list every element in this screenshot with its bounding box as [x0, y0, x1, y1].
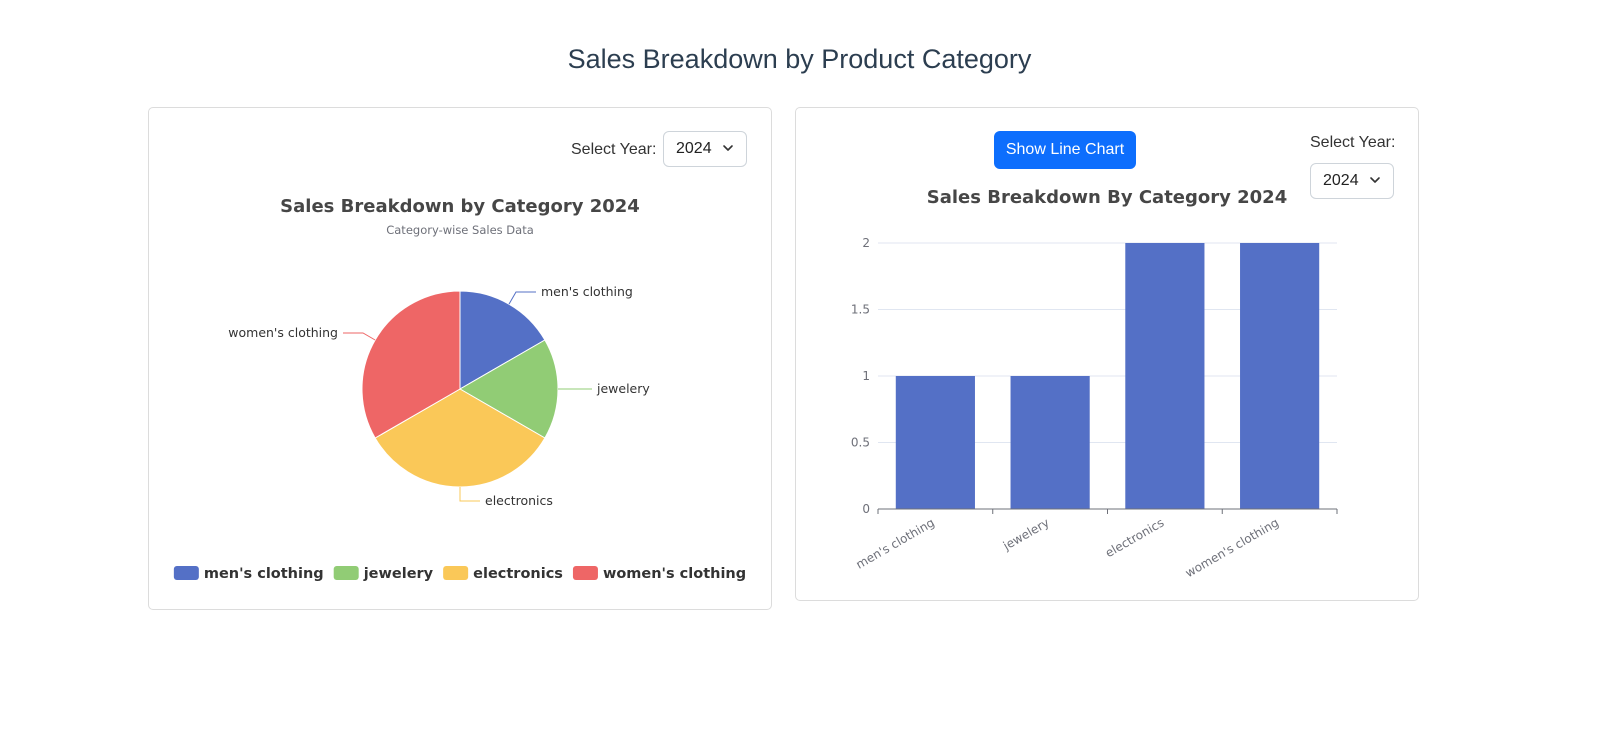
- pie-slice-label: jewelery: [596, 381, 650, 396]
- pie-slice-label: electronics: [485, 493, 553, 508]
- bar-women-s-clothing[interactable]: [1240, 243, 1320, 509]
- x-tick-label: jewelery: [1000, 515, 1052, 553]
- legend-swatch: [572, 566, 598, 580]
- pie-label-line: [459, 487, 480, 502]
- pie-slice-label: women's clothing: [228, 325, 338, 340]
- y-tick-label: 0: [862, 502, 870, 516]
- pie-slice-label: men's clothing: [541, 284, 633, 299]
- legend-swatch: [443, 566, 469, 580]
- bar-chart: Sales Breakdown By Category 2024 0 0.5 1 1.…: [851, 187, 1338, 580]
- legend-swatch: [333, 566, 359, 580]
- pie-label-line: [343, 332, 376, 341]
- year-select[interactable]: 2024: [663, 131, 747, 167]
- bar-jewelery[interactable]: [1010, 376, 1090, 509]
- pie-slice-electronics[interactable]: [374, 388, 546, 488]
- pie-slice-jewelery[interactable]: [459, 339, 559, 439]
- bar-electronics[interactable]: [1125, 243, 1205, 509]
- pie-slice-women-s-clothing[interactable]: [361, 290, 461, 439]
- pie-slice-men-s-clothing[interactable]: [459, 290, 546, 390]
- legend-item[interactable]: jewelery: [333, 566, 434, 582]
- y-tick-label: 0.5: [851, 436, 870, 450]
- year-select-value: 2024: [676, 140, 712, 157]
- year-select-value: 2024: [1323, 172, 1359, 189]
- legend-label: electronics: [473, 566, 563, 582]
- y-tick-label: 1: [862, 369, 870, 383]
- x-tick-label: electronics: [1103, 515, 1166, 560]
- legend-label: jewelery: [363, 566, 434, 582]
- year-select-label: Select Year:: [571, 141, 657, 158]
- pie-chart-subtitle: Category-wise Sales Data: [386, 223, 534, 237]
- chevron-down-icon: [723, 145, 733, 151]
- bar-chart-title: Sales Breakdown By Category 2024: [927, 187, 1287, 208]
- x-tick-label: women's clothing: [1183, 515, 1281, 580]
- legend-label: men's clothing: [204, 566, 324, 582]
- y-tick-label: 2: [862, 236, 870, 250]
- bar-men-s-clothing[interactable]: [895, 376, 975, 509]
- x-tick-label: men's clothing: [854, 515, 937, 571]
- legend-item[interactable]: electronics: [443, 566, 563, 582]
- pie-chart-title: Sales Breakdown by Category 2024: [280, 196, 640, 217]
- legend-swatch: [173, 566, 199, 580]
- year-select-label: Select Year:: [1310, 134, 1396, 151]
- bar-chart-card: Show Line Chart Select Year: 2024 Sales …: [795, 107, 1419, 601]
- pie-label-line: [508, 291, 536, 305]
- legend-item[interactable]: men's clothing: [173, 566, 324, 582]
- legend-item[interactable]: women's clothing: [572, 566, 746, 582]
- year-select[interactable]: 2024: [1310, 163, 1394, 199]
- show-line-chart-button[interactable]: Show Line Chart: [994, 131, 1136, 169]
- chevron-down-icon: [1370, 177, 1380, 183]
- pie-chart-card: Select Year: 2024 Sales Breakdown by Cat…: [148, 107, 772, 610]
- y-tick-label: 1.5: [851, 303, 870, 317]
- legend-label: women's clothing: [603, 566, 746, 582]
- pie-chart: Sales Breakdown by Category 2024 Categor…: [173, 196, 746, 582]
- page-title: Sales Breakdown by Product Category: [567, 44, 1032, 74]
